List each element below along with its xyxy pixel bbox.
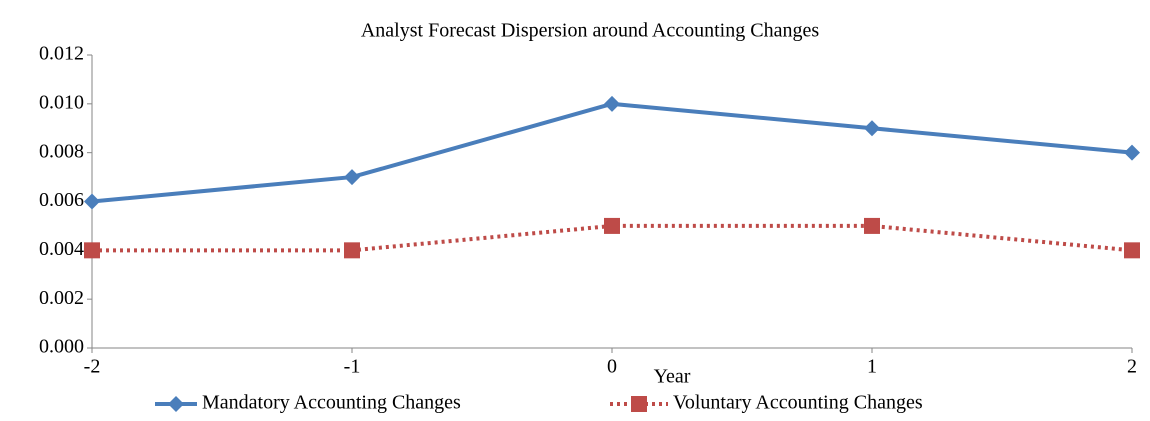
diamond-marker: [604, 95, 620, 112]
square-marker: [344, 242, 360, 259]
diamond-marker: [84, 193, 100, 210]
x-tick-label: 2: [1127, 356, 1137, 378]
square-marker: [604, 217, 620, 234]
square-marker: [84, 242, 100, 259]
legend-label: Mandatory Accounting Changes: [202, 392, 461, 414]
y-tick-label: 0.004: [39, 238, 84, 260]
x-tick-label: -2: [84, 356, 101, 378]
x-tick-label: -1: [344, 356, 361, 378]
diamond-marker: [344, 169, 360, 186]
x-axis-label: Year: [654, 366, 691, 388]
diamond-marker: [864, 120, 880, 137]
diamond-marker: [1124, 144, 1140, 161]
series-line: [92, 223, 1133, 253]
series-line: [91, 101, 1133, 204]
x-tick-label: 0: [607, 356, 617, 378]
y-tick-label: 0.012: [39, 43, 84, 65]
x-tick-label: 1: [867, 356, 877, 378]
y-tick-label: 0.010: [39, 91, 84, 113]
chart-title: Analyst Forecast Dispersion around Accou…: [361, 20, 819, 42]
diamond-marker: [168, 396, 184, 412]
legend-label: Voluntary Accounting Changes: [673, 392, 923, 414]
y-tick-label: 0.000: [39, 336, 84, 358]
square-marker: [1124, 242, 1140, 259]
y-tick-label: 0.002: [39, 287, 84, 309]
square-marker: [631, 396, 647, 412]
y-tick-label: 0.006: [39, 189, 84, 211]
square-marker: [864, 217, 880, 234]
y-tick-label: 0.008: [39, 140, 84, 162]
